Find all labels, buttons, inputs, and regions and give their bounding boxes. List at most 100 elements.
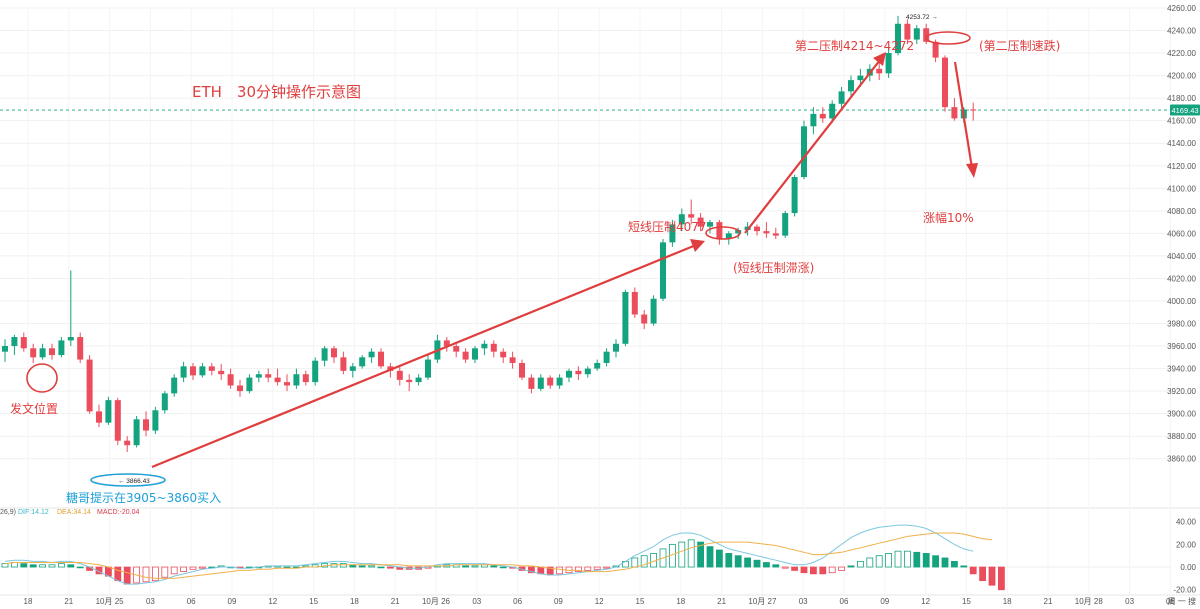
- macd-bar: [386, 566, 394, 569]
- macd-bar: [951, 560, 958, 568]
- candle-body: [77, 337, 84, 360]
- candle-body: [274, 377, 281, 383]
- candle-body: [321, 348, 328, 361]
- candle-body: [547, 377, 554, 386]
- candle-body: [782, 213, 789, 236]
- macd-bar: [885, 553, 892, 568]
- price-tick-label: 3900.00: [1167, 410, 1196, 419]
- candle-body: [509, 357, 516, 363]
- arrow-head-down: [966, 163, 978, 178]
- candle-body: [913, 28, 920, 40]
- arrow-head-2: [873, 52, 886, 66]
- time-tick-label: 03: [146, 597, 155, 606]
- macd-bar: [528, 566, 535, 574]
- macd-bar: [781, 566, 789, 569]
- candle-body: [472, 348, 478, 360]
- candle-body: [20, 337, 27, 349]
- time-tick-label: 03: [1125, 597, 1134, 606]
- buy-zone-ellipse: [90, 473, 166, 487]
- candle-body: [819, 113, 826, 119]
- short-resist-ellipse: [705, 226, 741, 240]
- price-tick-label: 4100.00: [1167, 184, 1196, 193]
- price-tick-label: 4180.00: [1167, 94, 1196, 103]
- price-tick-label: 4240.00: [1167, 27, 1196, 36]
- macd-bar: [941, 557, 949, 568]
- macd-bar: [772, 564, 780, 568]
- candle-body: [566, 370, 572, 378]
- macd-bar: [142, 566, 150, 583]
- macd-bar: [734, 555, 742, 568]
- macd-bar: [462, 565, 470, 568]
- candle-body: [678, 214, 685, 225]
- macd-bar: [678, 541, 686, 568]
- candle-body: [114, 400, 121, 441]
- price-tick-label: 3940.00: [1167, 365, 1196, 374]
- candle-body: [848, 80, 854, 92]
- candle-body: [772, 233, 779, 236]
- macd-bar: [988, 566, 996, 586]
- macd-bar: [697, 541, 704, 568]
- candle-body: [67, 337, 74, 341]
- candle-body: [829, 103, 836, 119]
- candle-body: [143, 419, 149, 431]
- candle-body: [923, 28, 930, 42]
- macd-bar: [499, 566, 507, 569]
- macd-bar: [58, 563, 65, 568]
- macd-bar: [810, 566, 817, 575]
- time-tick-label: 10月 26: [422, 597, 451, 606]
- time-tick-label: 21: [64, 597, 73, 606]
- macd-tick-label: 40.00: [1176, 518, 1197, 527]
- candle-body: [716, 222, 723, 239]
- macd-dif-line: [4, 524, 974, 585]
- candle-body: [453, 346, 460, 352]
- price-tick-label: 4020.00: [1167, 274, 1196, 283]
- macd-bar: [537, 566, 545, 575]
- candle-body: [255, 374, 262, 378]
- candle-body: [725, 233, 732, 239]
- macd-histogram: [1, 539, 1005, 591]
- last-price-label: 4169.43: [1170, 104, 1200, 116]
- time-tick-label: 21: [391, 597, 400, 606]
- macd-dif-value: DIF:14.12: [18, 509, 49, 516]
- macd-bar: [640, 555, 648, 568]
- time-tick-label: 21: [1044, 597, 1053, 606]
- candle-body: [190, 366, 196, 376]
- time-tick-label: 06: [187, 597, 196, 606]
- price-tick-label: 4200.00: [1167, 72, 1196, 81]
- macd-bar: [753, 559, 761, 568]
- macd-bar: [631, 557, 639, 568]
- short-resist-label: 短线压制4077: [628, 220, 707, 234]
- candle-body: [368, 351, 375, 358]
- macd-bar: [114, 566, 122, 582]
- time-tick-label: 03: [472, 597, 481, 606]
- price-tick-label: 4140.00: [1167, 139, 1196, 148]
- time-tick-label: 12: [921, 597, 930, 606]
- time-tick-label: 10月 28: [1075, 597, 1104, 606]
- price-tick-label: 4120.00: [1167, 162, 1196, 171]
- candle-body: [500, 351, 507, 358]
- time-tick-label: 18: [350, 597, 359, 606]
- candle-body: [537, 377, 544, 389]
- macd-bar: [744, 557, 751, 568]
- macd-bar: [39, 564, 46, 568]
- low-price-marker: ← 3866.43: [118, 478, 150, 485]
- price-tick-label: 3980.00: [1167, 320, 1196, 329]
- candle-body: [96, 411, 102, 423]
- candle-body: [378, 351, 384, 367]
- candle-body: [575, 370, 582, 375]
- time-tick-label: 06: [840, 597, 849, 606]
- price-tick-label: 3880.00: [1167, 432, 1196, 441]
- candle-body: [11, 337, 18, 347]
- time-axis-corner: 周 一 搜: [1168, 596, 1196, 606]
- macd-bar: [913, 551, 921, 568]
- macd-bar: [857, 560, 864, 568]
- candle-body: [641, 314, 648, 324]
- time-axis: 18 21 10月 25 03 06 09 12 15 18 21 10月 26 03 06 09 12 15…: [24, 596, 1196, 606]
- macd-bar: [584, 566, 592, 571]
- candle-body: [49, 348, 55, 356]
- candle-body: [584, 368, 591, 375]
- high-price-marker: 4253.72 →: [906, 14, 938, 21]
- macd-bar: [20, 563, 28, 568]
- macd-tick-label: 20.00: [1176, 540, 1197, 549]
